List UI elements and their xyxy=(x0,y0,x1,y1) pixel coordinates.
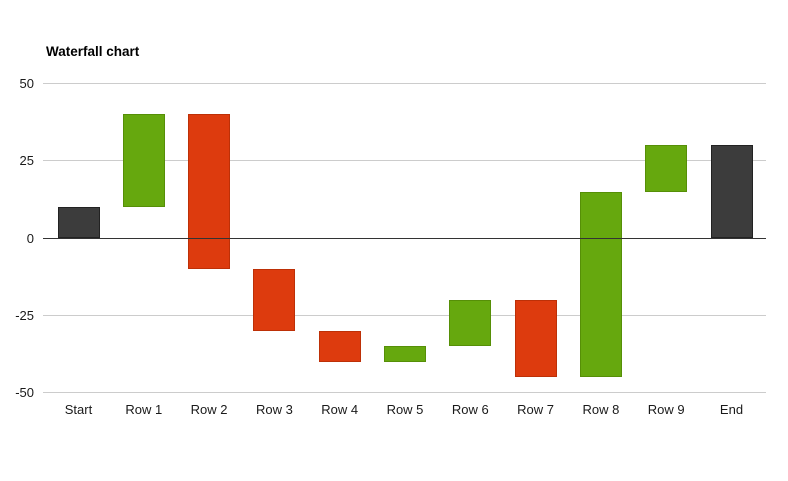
waterfall-bar-row-3 xyxy=(253,268,296,331)
x-axis-label-row-8: Row 8 xyxy=(582,402,620,417)
waterfall-bar-row-8 xyxy=(579,191,622,378)
y-tick-label--25: -25 xyxy=(15,307,34,323)
y-tick-label-0: 0 xyxy=(26,230,34,246)
y-tick-label-50: 50 xyxy=(19,76,34,91)
x-axis-label-row-3: Row 3 xyxy=(255,402,293,417)
x-axis-label-row-7: Row 7 xyxy=(517,402,555,417)
zero-line xyxy=(43,237,766,239)
gridline--25 xyxy=(43,314,766,316)
x-axis-label-row-5: Row 5 xyxy=(386,402,424,417)
waterfall-bar-row-1 xyxy=(122,114,165,208)
gridline--50 xyxy=(43,392,766,393)
waterfall-bar-row-5 xyxy=(384,346,426,362)
y-tick-label--50: -50 xyxy=(15,385,34,400)
waterfall-bar-row-2 xyxy=(188,114,231,269)
waterfall-bar-start xyxy=(57,207,100,238)
gridline-25 xyxy=(43,160,766,162)
gridline-50 xyxy=(43,83,766,84)
x-axis-label-row-9: Row 9 xyxy=(647,402,685,417)
waterfall-bar-end xyxy=(710,145,753,238)
waterfall-bar-row-7 xyxy=(514,299,557,378)
x-axis-label-row-4: Row 4 xyxy=(321,402,359,417)
waterfall-bar-row-4 xyxy=(318,330,361,362)
waterfall-bar-row-6 xyxy=(449,299,492,347)
waterfall-bar-row-9 xyxy=(645,145,688,192)
x-axis-label-row-6: Row 6 xyxy=(451,402,489,417)
x-axis-label-row-2: Row 2 xyxy=(190,402,228,417)
x-axis-label-start: Start xyxy=(64,402,93,417)
x-axis-label-end: End xyxy=(719,402,744,417)
chart-title: Waterfall chart xyxy=(46,44,140,59)
x-axis-label-row-1: Row 1 xyxy=(125,402,163,417)
y-tick-label-25: 25 xyxy=(19,153,34,169)
